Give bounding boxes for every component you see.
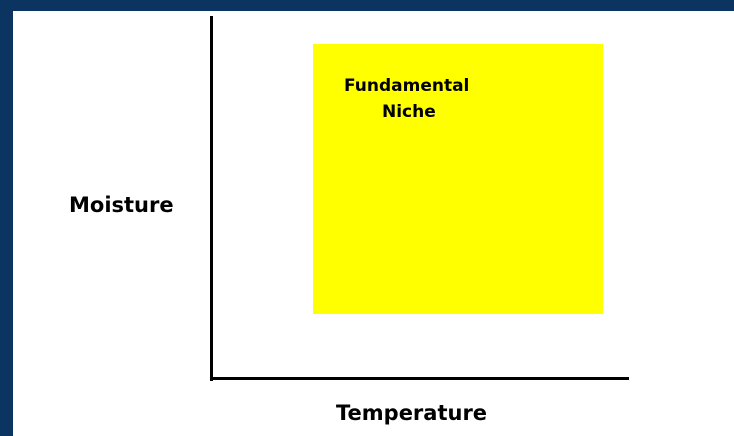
x-axis-label: Temperature bbox=[336, 401, 488, 425]
niche-label-line1: Fundamental bbox=[344, 76, 470, 96]
niche-label: Fundamental Niche bbox=[344, 74, 469, 125]
y-axis-label: Moisture bbox=[69, 193, 174, 217]
diagram-canvas: Fundamental Niche Moisture Temperature bbox=[13, 11, 734, 436]
x-axis-line bbox=[210, 377, 629, 380]
niche-label-line2: Niche bbox=[382, 101, 436, 122]
fundamental-niche-region: Fundamental Niche bbox=[313, 44, 603, 314]
y-axis-line bbox=[210, 16, 213, 381]
